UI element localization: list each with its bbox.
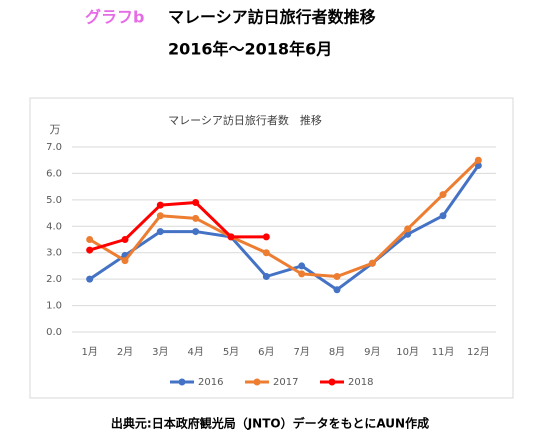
- series-marker: [439, 212, 447, 220]
- legend-label: 2018: [348, 377, 373, 388]
- y-tick-label: 6.0: [46, 168, 62, 179]
- header-tag: グラフb: [85, 8, 144, 27]
- series-marker: [227, 233, 235, 241]
- series-marker: [474, 156, 482, 164]
- chart-title: マレーシア訪日旅行者数 推移: [168, 113, 322, 127]
- series-line: [88, 159, 480, 278]
- x-tick-label: 11月: [432, 346, 455, 358]
- series-marker: [368, 259, 376, 267]
- series-marker: [192, 228, 200, 236]
- series-marker: [86, 275, 94, 283]
- series-marker: [156, 201, 164, 209]
- y-tick-label: 4.0: [46, 221, 62, 232]
- series-line: [88, 164, 480, 292]
- series-marker: [262, 249, 270, 257]
- y-tick-label: 5.0: [46, 195, 62, 206]
- x-tick-label: 8月: [329, 346, 345, 358]
- series-marker: [439, 191, 447, 199]
- chart-frame: [29, 97, 514, 399]
- legend-marker: [328, 378, 336, 386]
- series-marker: [121, 236, 129, 243]
- x-tick-label: 7月: [293, 346, 309, 358]
- x-tick-label: 9月: [364, 346, 380, 358]
- series-marker: [262, 273, 270, 280]
- series-marker: [121, 257, 129, 265]
- legend-label: 2016: [198, 377, 223, 388]
- legend-label: 2017: [273, 377, 298, 388]
- y-tick-label: 2.0: [46, 274, 62, 285]
- series-marker: [404, 225, 412, 233]
- y-tick-label: 3.0: [46, 248, 62, 259]
- series-marker: [156, 228, 164, 236]
- series-line: [89, 201, 267, 252]
- series-marker: [86, 236, 94, 243]
- x-tick-label: 6月: [258, 346, 274, 358]
- x-tick-label: 3月: [152, 346, 168, 358]
- y-tick-label: 0.0: [46, 327, 62, 338]
- series-marker: [298, 262, 306, 270]
- header-subtitle: 2016年～2018年6月: [168, 40, 332, 59]
- y-tick-label: 1.0: [46, 301, 62, 312]
- y-tick-label: 7.0: [46, 142, 62, 153]
- series-marker: [86, 246, 94, 254]
- x-tick-label: 5月: [223, 346, 239, 358]
- footer: 出典元:日本政府観光局（JNTO）データをもとにAUN作成: [111, 416, 429, 431]
- legend-marker: [178, 378, 186, 386]
- x-tick-label: 2月: [117, 346, 133, 358]
- series-marker: [333, 286, 341, 294]
- series-marker: [262, 233, 270, 241]
- series-marker: [333, 273, 341, 280]
- series-marker: [156, 212, 164, 220]
- x-tick-label: 4月: [187, 346, 203, 358]
- x-tick-label: 12月: [467, 346, 490, 358]
- x-tick-label: 10月: [396, 346, 419, 358]
- legend-marker: [253, 378, 261, 386]
- series-marker: [298, 270, 306, 278]
- series-marker: [192, 214, 200, 222]
- header-title: マレーシア訪日旅行者数推移: [168, 8, 376, 27]
- x-tick-label: 1月: [81, 346, 97, 358]
- series-marker: [192, 199, 200, 206]
- y-unit: 万: [50, 123, 61, 136]
